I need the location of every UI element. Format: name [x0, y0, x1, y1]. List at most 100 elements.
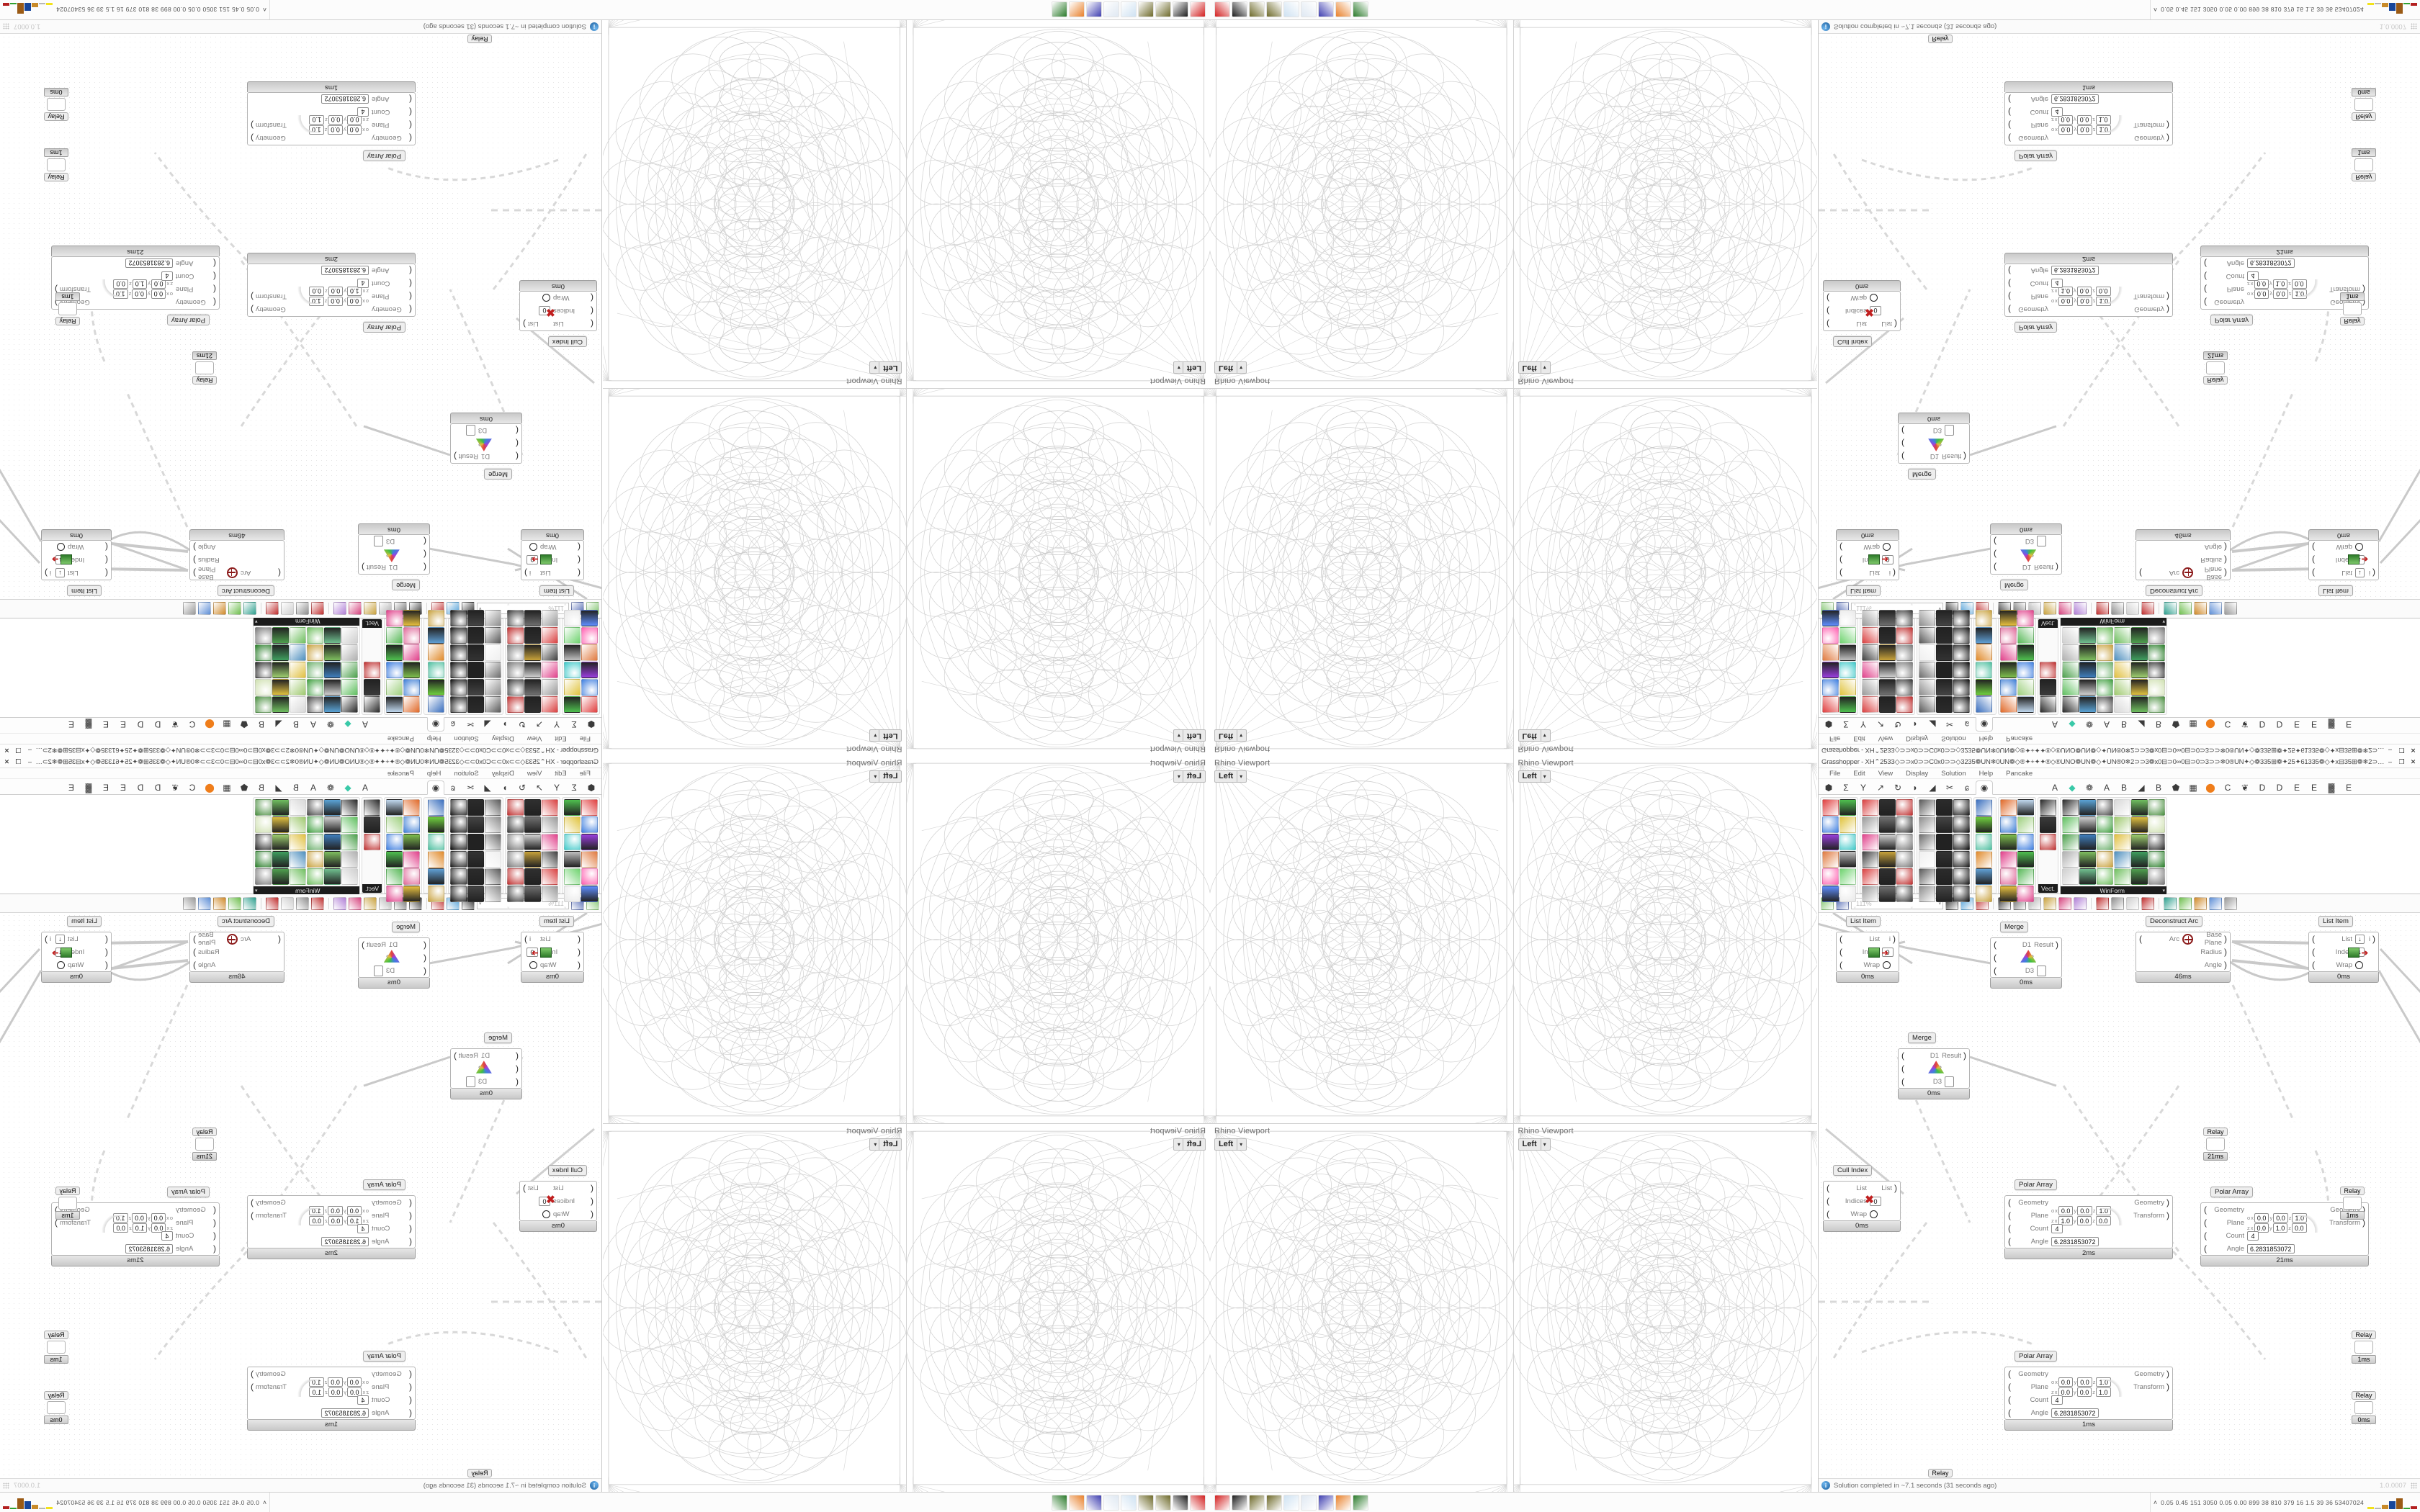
axis-value[interactable]: 0.0 [2058, 1387, 2074, 1397]
component-icon[interactable] [1879, 799, 1896, 816]
component-icon[interactable] [2148, 868, 2165, 885]
axis-value[interactable]: 1.0 [2058, 1215, 2074, 1225]
component-icon[interactable] [386, 627, 403, 644]
component-icon[interactable] [2113, 799, 2130, 816]
axis-value[interactable]: 0.0 [2077, 1377, 2092, 1387]
component-icon[interactable] [2079, 627, 2096, 644]
number-input[interactable]: 6.2831853072 [2051, 266, 2099, 276]
component-icon[interactable] [2096, 662, 2113, 678]
input-pin[interactable]: ( [1839, 934, 1842, 944]
component-icon[interactable] [307, 834, 324, 850]
grasshopper-canvas[interactable]: List Item(Listi)(Index0(Wrap➔0msMerge(D1… [1819, 913, 2420, 1478]
tab-hexagon-icon[interactable]: ⬢ [1820, 780, 1837, 795]
tab-arrow-icon[interactable]: ↗ [531, 717, 548, 732]
ribbon-group-graphics[interactable]: Graphics▾ [448, 600, 503, 715]
rhino-viewport[interactable]: Rhino Viewport Left ▾ [1210, 1124, 1514, 1492]
component-icon[interactable] [467, 662, 484, 678]
input-pin[interactable]: ( [409, 1223, 412, 1233]
number-input[interactable]: 6.2831853072 [125, 258, 173, 269]
tab-mountain-icon[interactable]: ◢ [2133, 780, 2150, 795]
output-pin[interactable]: ) [45, 568, 48, 578]
component-icon[interactable] [403, 868, 421, 885]
rhino-window[interactable]: Rhino Viewport Left ▾ Rhino Viewport [1210, 756, 1817, 1492]
quadrant-bottom-right[interactable]: Rhino Viewport Left ▾ Rhino Viewport [1210, 756, 2420, 1512]
menu-item-file[interactable]: File [1829, 734, 1841, 743]
component-icon[interactable] [1862, 886, 1878, 902]
ribbon-group-preview[interactable]: Preview▾ [1997, 600, 2036, 715]
menu-item-pancake[interactable]: Pancake [2006, 769, 2033, 778]
component-icon[interactable] [1822, 868, 1839, 885]
axis-value[interactable]: 0.0 [151, 289, 166, 300]
tab-scissors-icon[interactable]: ✂ [1941, 717, 1958, 732]
component-icon[interactable] [1896, 851, 1913, 868]
component-icon[interactable] [341, 851, 359, 868]
gh-relay[interactable]: Relay 21ms [192, 1128, 217, 1161]
wireframe-preview-icon[interactable] [266, 896, 279, 910]
axis-value[interactable]: 0.0 [2076, 115, 2092, 125]
component-name-tag[interactable]: Deconstruct Arc [2146, 916, 2203, 927]
rhino-icon[interactable] [1214, 1, 1230, 18]
component-icon[interactable] [1839, 851, 1856, 868]
maximize-button[interactable]: ❐ [15, 747, 22, 755]
relay-label[interactable]: Relay [192, 376, 217, 384]
viewport-view-selector[interactable]: Left ▾ [1214, 1138, 1247, 1151]
axis-value[interactable]: 0.0 [328, 125, 343, 135]
axis-value[interactable]: 0.0 [346, 297, 362, 307]
component-icon[interactable] [324, 799, 341, 816]
firefox-icon[interactable] [1335, 1494, 1351, 1511]
tab-letter-e3-icon[interactable]: E [2340, 717, 2357, 732]
component-icon[interactable] [307, 627, 324, 644]
search-component-icon[interactable] [349, 896, 362, 910]
plane-widget[interactable]: ox0.0y0.0z1.0zx0.0y0.0z1.0 [309, 1377, 369, 1397]
output-pin[interactable]: ) [2166, 1382, 2169, 1392]
component-icon[interactable] [386, 851, 403, 868]
tab-sprout-icon[interactable]: Υ [548, 780, 565, 795]
axis-value[interactable]: 0.0 [346, 1377, 362, 1387]
component-icon[interactable] [2017, 886, 2034, 902]
ribbon-group-colour[interactable]: Colour▾ [1820, 797, 1858, 912]
viewport-view-selector[interactable]: Left ▾ [869, 729, 902, 742]
number-input[interactable]: 6.2831853072 [321, 1408, 369, 1418]
component-icon[interactable] [341, 868, 359, 885]
component-icon[interactable] [307, 868, 324, 885]
axis-value[interactable]: 0.0 [2058, 1205, 2074, 1215]
resize-grip[interactable] [2411, 23, 2417, 30]
component-icon[interactable] [428, 627, 444, 644]
component-icon[interactable] [2017, 868, 2034, 885]
input-pin[interactable]: ( [105, 960, 108, 970]
ribbon-group-preview[interactable]: Preview▾ [384, 797, 423, 912]
number-input[interactable]: 6.2831853072 [321, 266, 369, 276]
taskbar[interactable]: ˄ 0.05 0.45 151 3050 0.05 0.00 899 38 81… [0, 1492, 1210, 1512]
relay-label[interactable]: Relay [2203, 376, 2228, 384]
component-icon[interactable] [1879, 696, 1896, 713]
rhino-viewport[interactable]: Rhino Viewport Left ▾ [1210, 388, 1514, 756]
component-icon[interactable] [307, 851, 324, 868]
component-icon[interactable] [272, 662, 290, 678]
component-icon[interactable] [507, 679, 524, 696]
olive-icon[interactable] [1249, 1494, 1265, 1511]
rhino-viewport[interactable]: Rhino Viewport Left ▾ [1210, 756, 1514, 1124]
component-icon[interactable] [507, 696, 524, 713]
component-icon[interactable] [524, 627, 541, 644]
menu-item-view[interactable]: View [526, 734, 542, 743]
gh-relay[interactable]: Relay 21ms [2203, 351, 2228, 384]
input-pin[interactable]: ( [2312, 960, 2315, 970]
component-icon[interactable] [467, 679, 484, 696]
component-icon[interactable] [2130, 799, 2148, 816]
relay-body[interactable] [195, 1138, 214, 1151]
component-icon[interactable] [403, 679, 421, 696]
output-pin[interactable]: ) [2224, 555, 2227, 565]
component-icon[interactable] [1896, 696, 1913, 713]
geometry-picker-icon[interactable] [227, 933, 238, 945]
component-icon[interactable] [542, 610, 558, 626]
component-icon[interactable] [324, 868, 341, 885]
component-icon[interactable] [2079, 696, 2096, 713]
output-pin[interactable]: ) [251, 120, 254, 130]
viewport-view-selector[interactable]: Left ▾ [869, 361, 902, 374]
empty-param[interactable] [1945, 1076, 1954, 1087]
component-icon[interactable] [2130, 834, 2148, 850]
penguin-icon[interactable] [1173, 1494, 1188, 1511]
component-name-tag[interactable]: List Item [67, 916, 102, 927]
grasshopper-canvas[interactable]: List Item(Listi)(Index0(Wrap➔0msMerge(D1… [0, 913, 601, 1478]
